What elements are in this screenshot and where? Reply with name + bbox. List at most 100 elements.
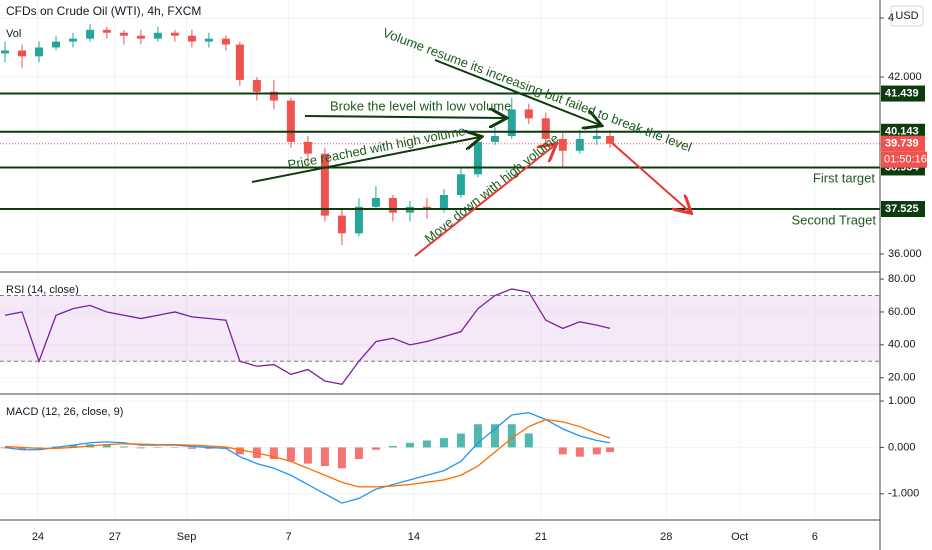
price-label: 39.739 (885, 138, 919, 150)
x-tick-label: 24 (32, 531, 44, 543)
x-tick-label: 21 (535, 531, 547, 543)
x-tick-label: 28 (660, 531, 672, 543)
histogram-bar (473, 424, 482, 448)
candle-body (153, 32, 162, 39)
candle-body (269, 91, 278, 101)
candle-body (35, 47, 44, 57)
y-tick-label: -1.000 (888, 488, 919, 500)
y-tick-label: 42.000 (888, 71, 922, 83)
y-tick-label: 1.000 (888, 395, 916, 407)
histogram-bar (235, 447, 244, 455)
histogram-bar (119, 446, 128, 448)
candle-body (473, 141, 482, 175)
candle-body (303, 141, 312, 154)
histogram-bar (507, 424, 516, 448)
y-tick-label: 36.000 (888, 248, 922, 260)
candle-body (86, 29, 95, 39)
candle-body (490, 136, 499, 142)
price-label: 37.525 (885, 203, 919, 215)
candle-body (119, 32, 128, 36)
histogram-bar (136, 447, 145, 449)
candle-body (1, 50, 10, 54)
pane-title: MACD (12, 26, close, 9) (6, 406, 123, 418)
candle-body (136, 35, 145, 39)
arrow (434, 59, 600, 125)
candle-body (575, 138, 584, 151)
candle-body (204, 38, 213, 42)
arrow (304, 116, 505, 118)
histogram-bar (320, 447, 329, 466)
x-tick-label: 7 (285, 531, 291, 543)
price-label-box (881, 201, 925, 218)
y-tick-label: 80.00 (888, 273, 916, 285)
candle-body (371, 197, 380, 207)
histogram-bar (18, 447, 27, 450)
histogram-bar (592, 447, 601, 455)
histogram-bar (439, 438, 448, 448)
currency: USD (895, 10, 918, 22)
histogram-bar (490, 424, 499, 448)
histogram-bar (286, 447, 295, 462)
candle-body (541, 118, 550, 139)
candle-body (507, 109, 516, 136)
histogram-bar (204, 447, 213, 449)
arrow (611, 142, 690, 212)
histogram-bar (269, 447, 278, 460)
candle-body (102, 29, 111, 33)
annotation: First target (813, 170, 876, 185)
line (4, 418, 611, 488)
y-tick-label: 60.00 (888, 306, 916, 318)
histogram-bar (337, 447, 346, 469)
pane-title: RSI (14, close) (6, 284, 79, 296)
candle-body (187, 35, 196, 42)
countdown: 01:50:16 (884, 154, 927, 166)
candle-body (52, 41, 61, 48)
histogram-bar (524, 433, 533, 448)
line (4, 411, 611, 504)
candle-body (456, 174, 465, 196)
candle-body (439, 195, 448, 210)
y-tick-label: 0.000 (888, 441, 916, 453)
candle-body (337, 215, 346, 234)
histogram-bar (388, 446, 397, 448)
x-tick-label: 14 (408, 531, 420, 543)
annotation: Broke the level with low volume (330, 98, 511, 113)
countdown-box (881, 151, 927, 168)
candle-body (524, 109, 533, 119)
x-tick-label: 6 (812, 531, 818, 543)
chart-title: CFDs on Crude Oil (WTI), 4h, FXCM (6, 4, 201, 18)
candle-body (320, 153, 329, 216)
candle-body (286, 100, 295, 142)
candle-body (606, 136, 615, 144)
candle-body (18, 50, 27, 57)
candle-body (354, 206, 363, 234)
price-label-box (881, 135, 925, 152)
price-label: 41.439 (885, 87, 919, 99)
x-tick-label: 27 (109, 531, 121, 543)
price-label: 40.143 (885, 126, 919, 138)
histogram-bar (102, 444, 111, 448)
histogram-bar (405, 442, 414, 448)
candle-body (69, 38, 78, 42)
x-tick-label: Oct (731, 531, 748, 543)
histogram-bar (558, 447, 567, 455)
x-tick-label: Sep (177, 531, 197, 543)
histogram-bar (606, 447, 615, 453)
currency-box[interactable] (890, 5, 924, 27)
histogram-bar (456, 433, 465, 448)
histogram-bar (422, 440, 431, 448)
candle-body (252, 79, 261, 92)
histogram-bar (187, 447, 196, 449)
histogram-bar (575, 447, 584, 457)
price-label-box (881, 85, 925, 102)
line (4, 288, 611, 386)
y-tick-label: 40.00 (888, 339, 916, 351)
arrow (414, 145, 555, 257)
candle-body (221, 38, 230, 45)
candle-body (388, 197, 397, 213)
candle-body (235, 44, 244, 80)
annotation: Second Traget (791, 212, 876, 227)
volume-label: Vol (6, 28, 21, 40)
